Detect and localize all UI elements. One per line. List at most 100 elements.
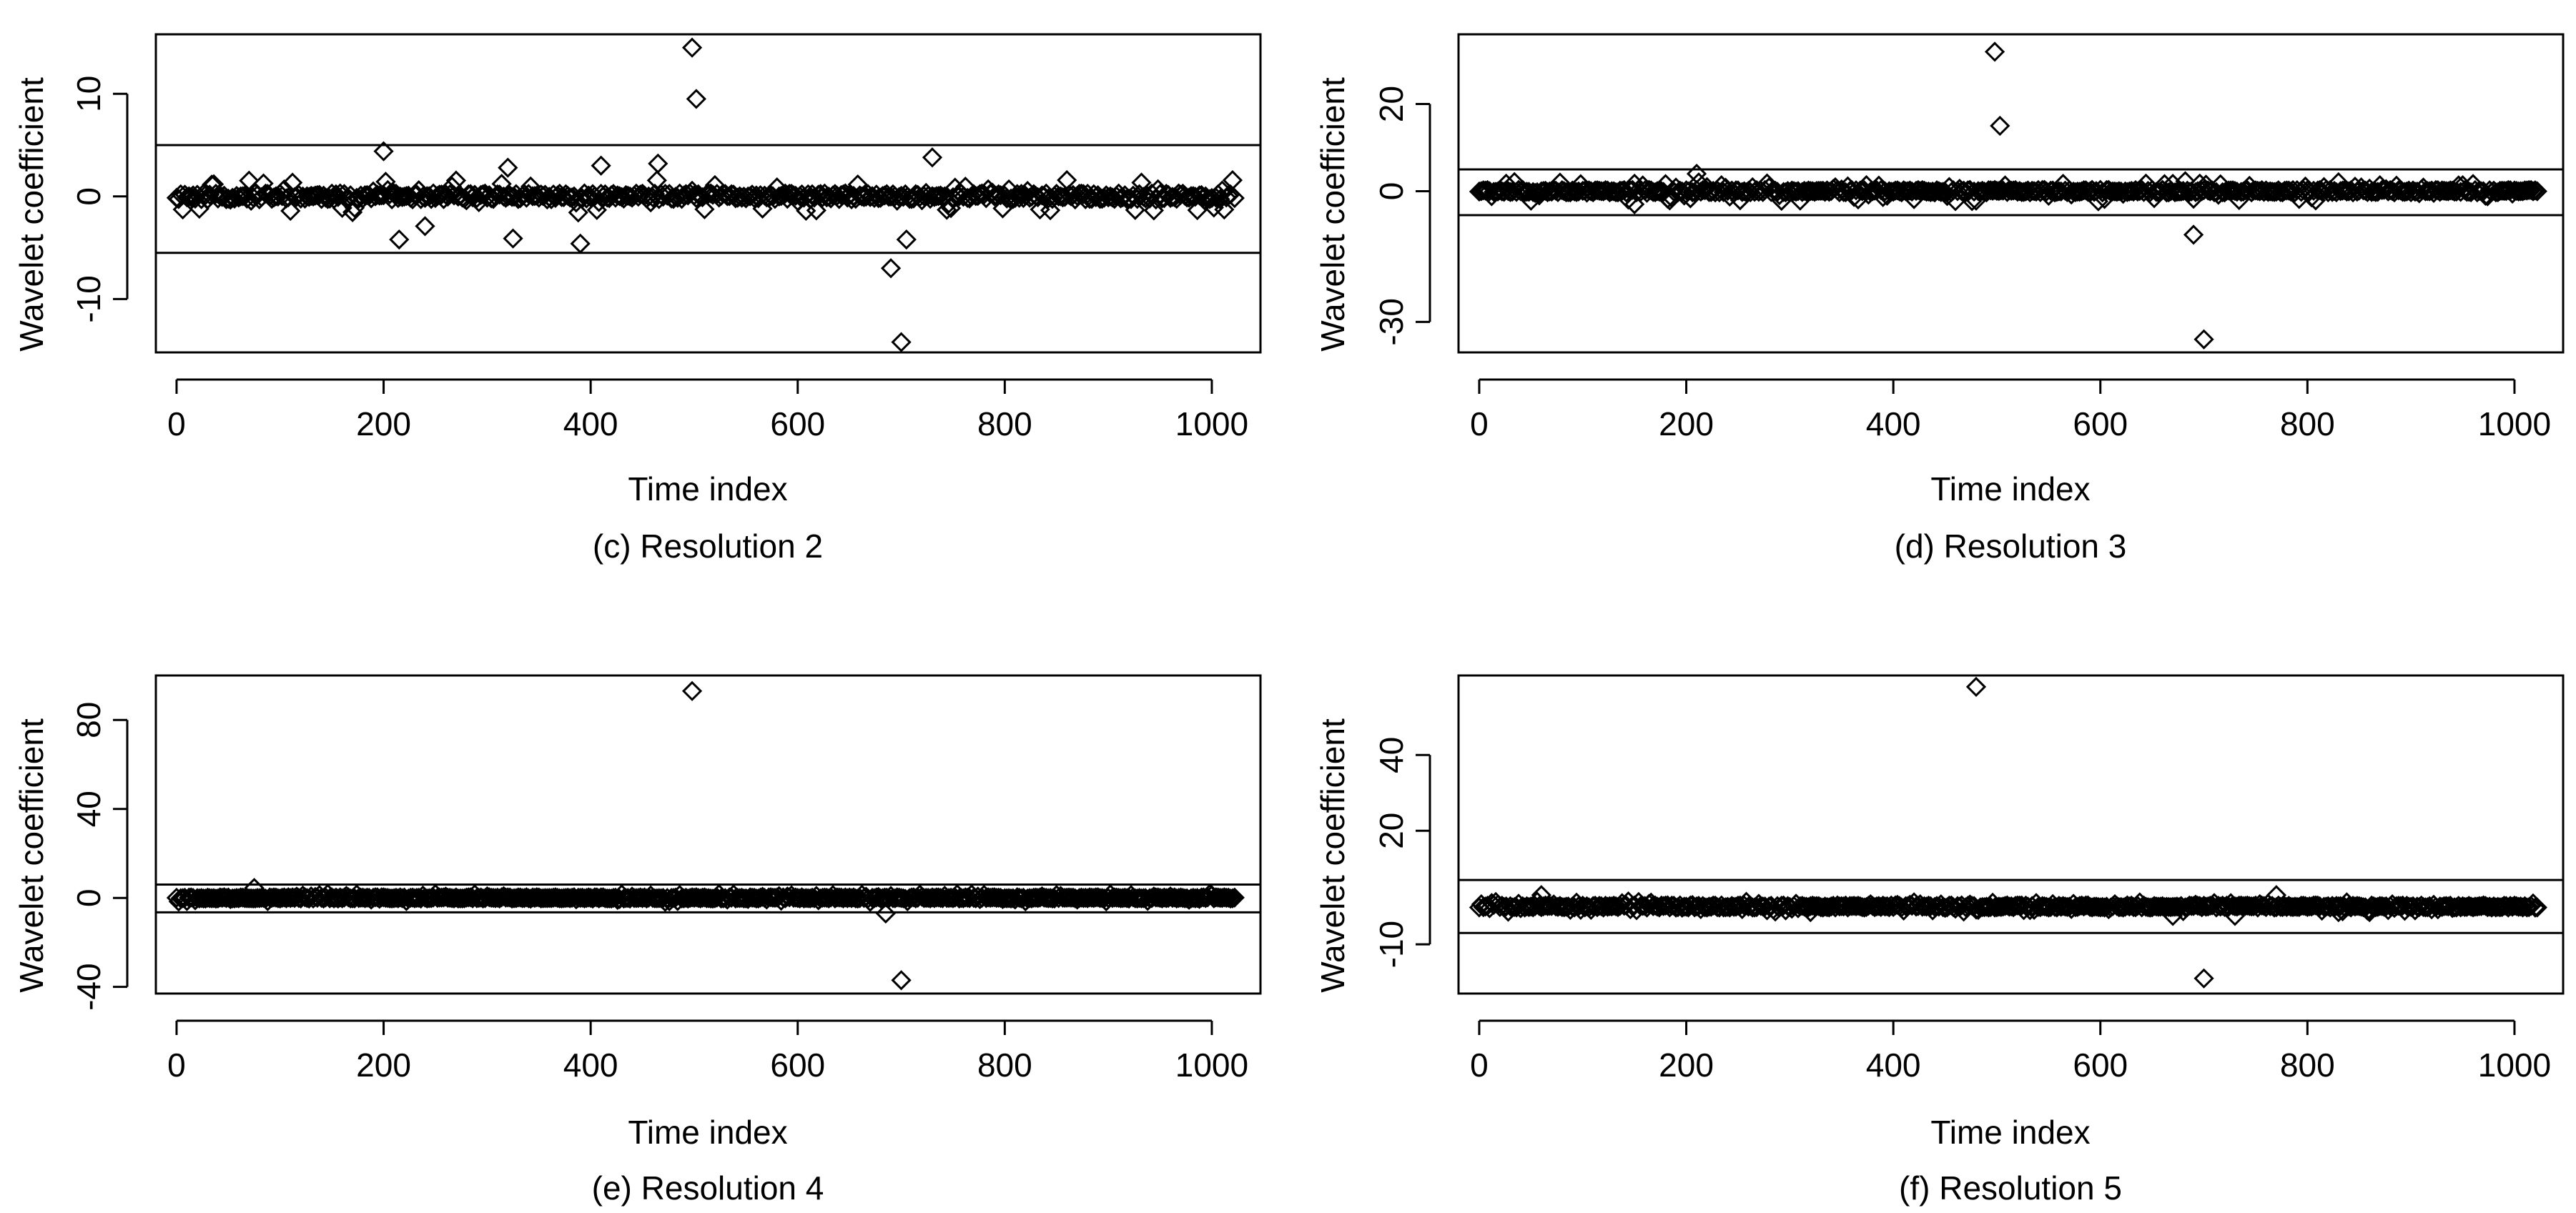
data-point bbox=[1496, 173, 1516, 194]
data-point bbox=[2527, 181, 2547, 202]
data-point bbox=[759, 887, 779, 908]
x-tick-label: 1000 bbox=[2478, 405, 2551, 442]
x-axis-label: Time index bbox=[628, 470, 787, 508]
data-point bbox=[1222, 169, 1243, 191]
data-point bbox=[694, 199, 715, 219]
data-point bbox=[957, 887, 978, 908]
x-tick-label: 800 bbox=[977, 1046, 1032, 1084]
outlier-point bbox=[681, 680, 703, 701]
data-point bbox=[699, 183, 719, 204]
x-tick-label: 1000 bbox=[1175, 1046, 1248, 1084]
data-point bbox=[990, 185, 1011, 206]
outlier-point bbox=[686, 89, 706, 109]
x-tick-label: 800 bbox=[2280, 405, 2335, 442]
x-tick-label: 800 bbox=[2280, 1046, 2335, 1084]
x-axis-label: Time index bbox=[628, 1114, 787, 1151]
outlier-point bbox=[1624, 194, 1645, 214]
data-points bbox=[1469, 676, 2547, 989]
x-tick-label: 400 bbox=[563, 1046, 618, 1084]
data-point bbox=[2048, 181, 2069, 202]
y-axis-label: Wavelet coefficient bbox=[1314, 718, 1351, 993]
outlier-point bbox=[2193, 968, 2214, 989]
data-point bbox=[456, 190, 477, 211]
outlier-point bbox=[2359, 901, 2380, 923]
data-point bbox=[274, 179, 295, 200]
data-point bbox=[928, 186, 949, 207]
outlier-point bbox=[1800, 901, 1821, 923]
panel-resolution-5: Wavelet coefficient Time index (f) Resol… bbox=[1314, 674, 2565, 1207]
plot-frame bbox=[1457, 674, 2565, 995]
outlier-point bbox=[1990, 115, 2010, 137]
panel-caption: (c) Resolution 2 bbox=[593, 528, 823, 565]
outlier-point bbox=[648, 153, 668, 174]
outlier-point bbox=[570, 233, 591, 254]
data-point bbox=[2219, 180, 2239, 201]
plot-frame bbox=[1457, 33, 2565, 354]
x-tick-label: 200 bbox=[356, 1046, 411, 1084]
data-point bbox=[1717, 180, 1738, 202]
data-point bbox=[1141, 183, 1163, 204]
data-point bbox=[1180, 186, 1202, 207]
data-point bbox=[2429, 896, 2450, 917]
x-tick-label: 0 bbox=[1470, 405, 1489, 442]
data-point bbox=[812, 887, 833, 908]
data-point bbox=[2527, 897, 2547, 918]
data-point bbox=[2525, 897, 2546, 918]
outlier-point bbox=[591, 155, 611, 176]
data-point bbox=[2519, 179, 2540, 201]
data-point bbox=[2032, 896, 2053, 916]
y-tick-label: -10 bbox=[1373, 921, 1410, 968]
x-tick-label: 0 bbox=[167, 1046, 186, 1084]
outlier-point bbox=[2328, 901, 2349, 923]
panel-caption: (d) Resolution 3 bbox=[1895, 528, 2127, 565]
outlier-point bbox=[415, 216, 435, 237]
data-point bbox=[466, 187, 487, 209]
data-point bbox=[2161, 897, 2181, 918]
plot-frame bbox=[154, 674, 1262, 995]
data-point bbox=[1744, 897, 1765, 918]
data-point bbox=[520, 176, 541, 197]
data-point bbox=[280, 200, 301, 222]
y-tick-label: 0 bbox=[1373, 182, 1410, 201]
data-point bbox=[1479, 898, 1500, 919]
outlier-point bbox=[2266, 885, 2287, 906]
data-point bbox=[2417, 181, 2438, 202]
outlier-point bbox=[891, 332, 912, 352]
data-point bbox=[1040, 200, 1061, 221]
data-point bbox=[1216, 887, 1237, 908]
data-point bbox=[2489, 180, 2510, 202]
data-point bbox=[1566, 892, 1587, 913]
data-point bbox=[937, 888, 957, 908]
data-point bbox=[1920, 896, 1941, 916]
x-tick-label: 600 bbox=[770, 1046, 825, 1084]
data-point bbox=[2173, 180, 2193, 202]
x-tick-label: 600 bbox=[2073, 405, 2128, 442]
plot-frame bbox=[154, 33, 1262, 354]
data-point bbox=[1224, 187, 1245, 209]
outlier-point bbox=[389, 229, 410, 250]
panel-resolution-2: Wavelet coefficient Time index (c) Resol… bbox=[13, 33, 1262, 565]
outlier-point bbox=[922, 147, 943, 168]
x-tick-label: 200 bbox=[1659, 405, 1714, 442]
outlier-point bbox=[373, 141, 394, 162]
data-point bbox=[385, 887, 407, 908]
data-point bbox=[926, 186, 947, 207]
y-tick-label: 20 bbox=[1373, 813, 1410, 849]
data-point bbox=[1191, 887, 1212, 908]
data-point bbox=[1860, 182, 1881, 202]
x-tick-label: 600 bbox=[770, 405, 825, 442]
x-tick-label: 1000 bbox=[2478, 1046, 2551, 1084]
data-point bbox=[2346, 896, 2367, 916]
data-point bbox=[1214, 199, 1235, 220]
outlier-point bbox=[503, 228, 523, 249]
y-tick-label: 40 bbox=[70, 791, 107, 827]
data-point bbox=[1143, 200, 1164, 221]
y-tick-label: 10 bbox=[70, 76, 107, 112]
data-point bbox=[806, 200, 826, 221]
outlier-point bbox=[244, 878, 265, 898]
x-axis-label: Time index bbox=[1930, 1114, 2090, 1151]
data-point bbox=[796, 888, 816, 908]
outlier-point bbox=[875, 903, 896, 924]
panel-caption: (f) Resolution 5 bbox=[1899, 1169, 2122, 1207]
